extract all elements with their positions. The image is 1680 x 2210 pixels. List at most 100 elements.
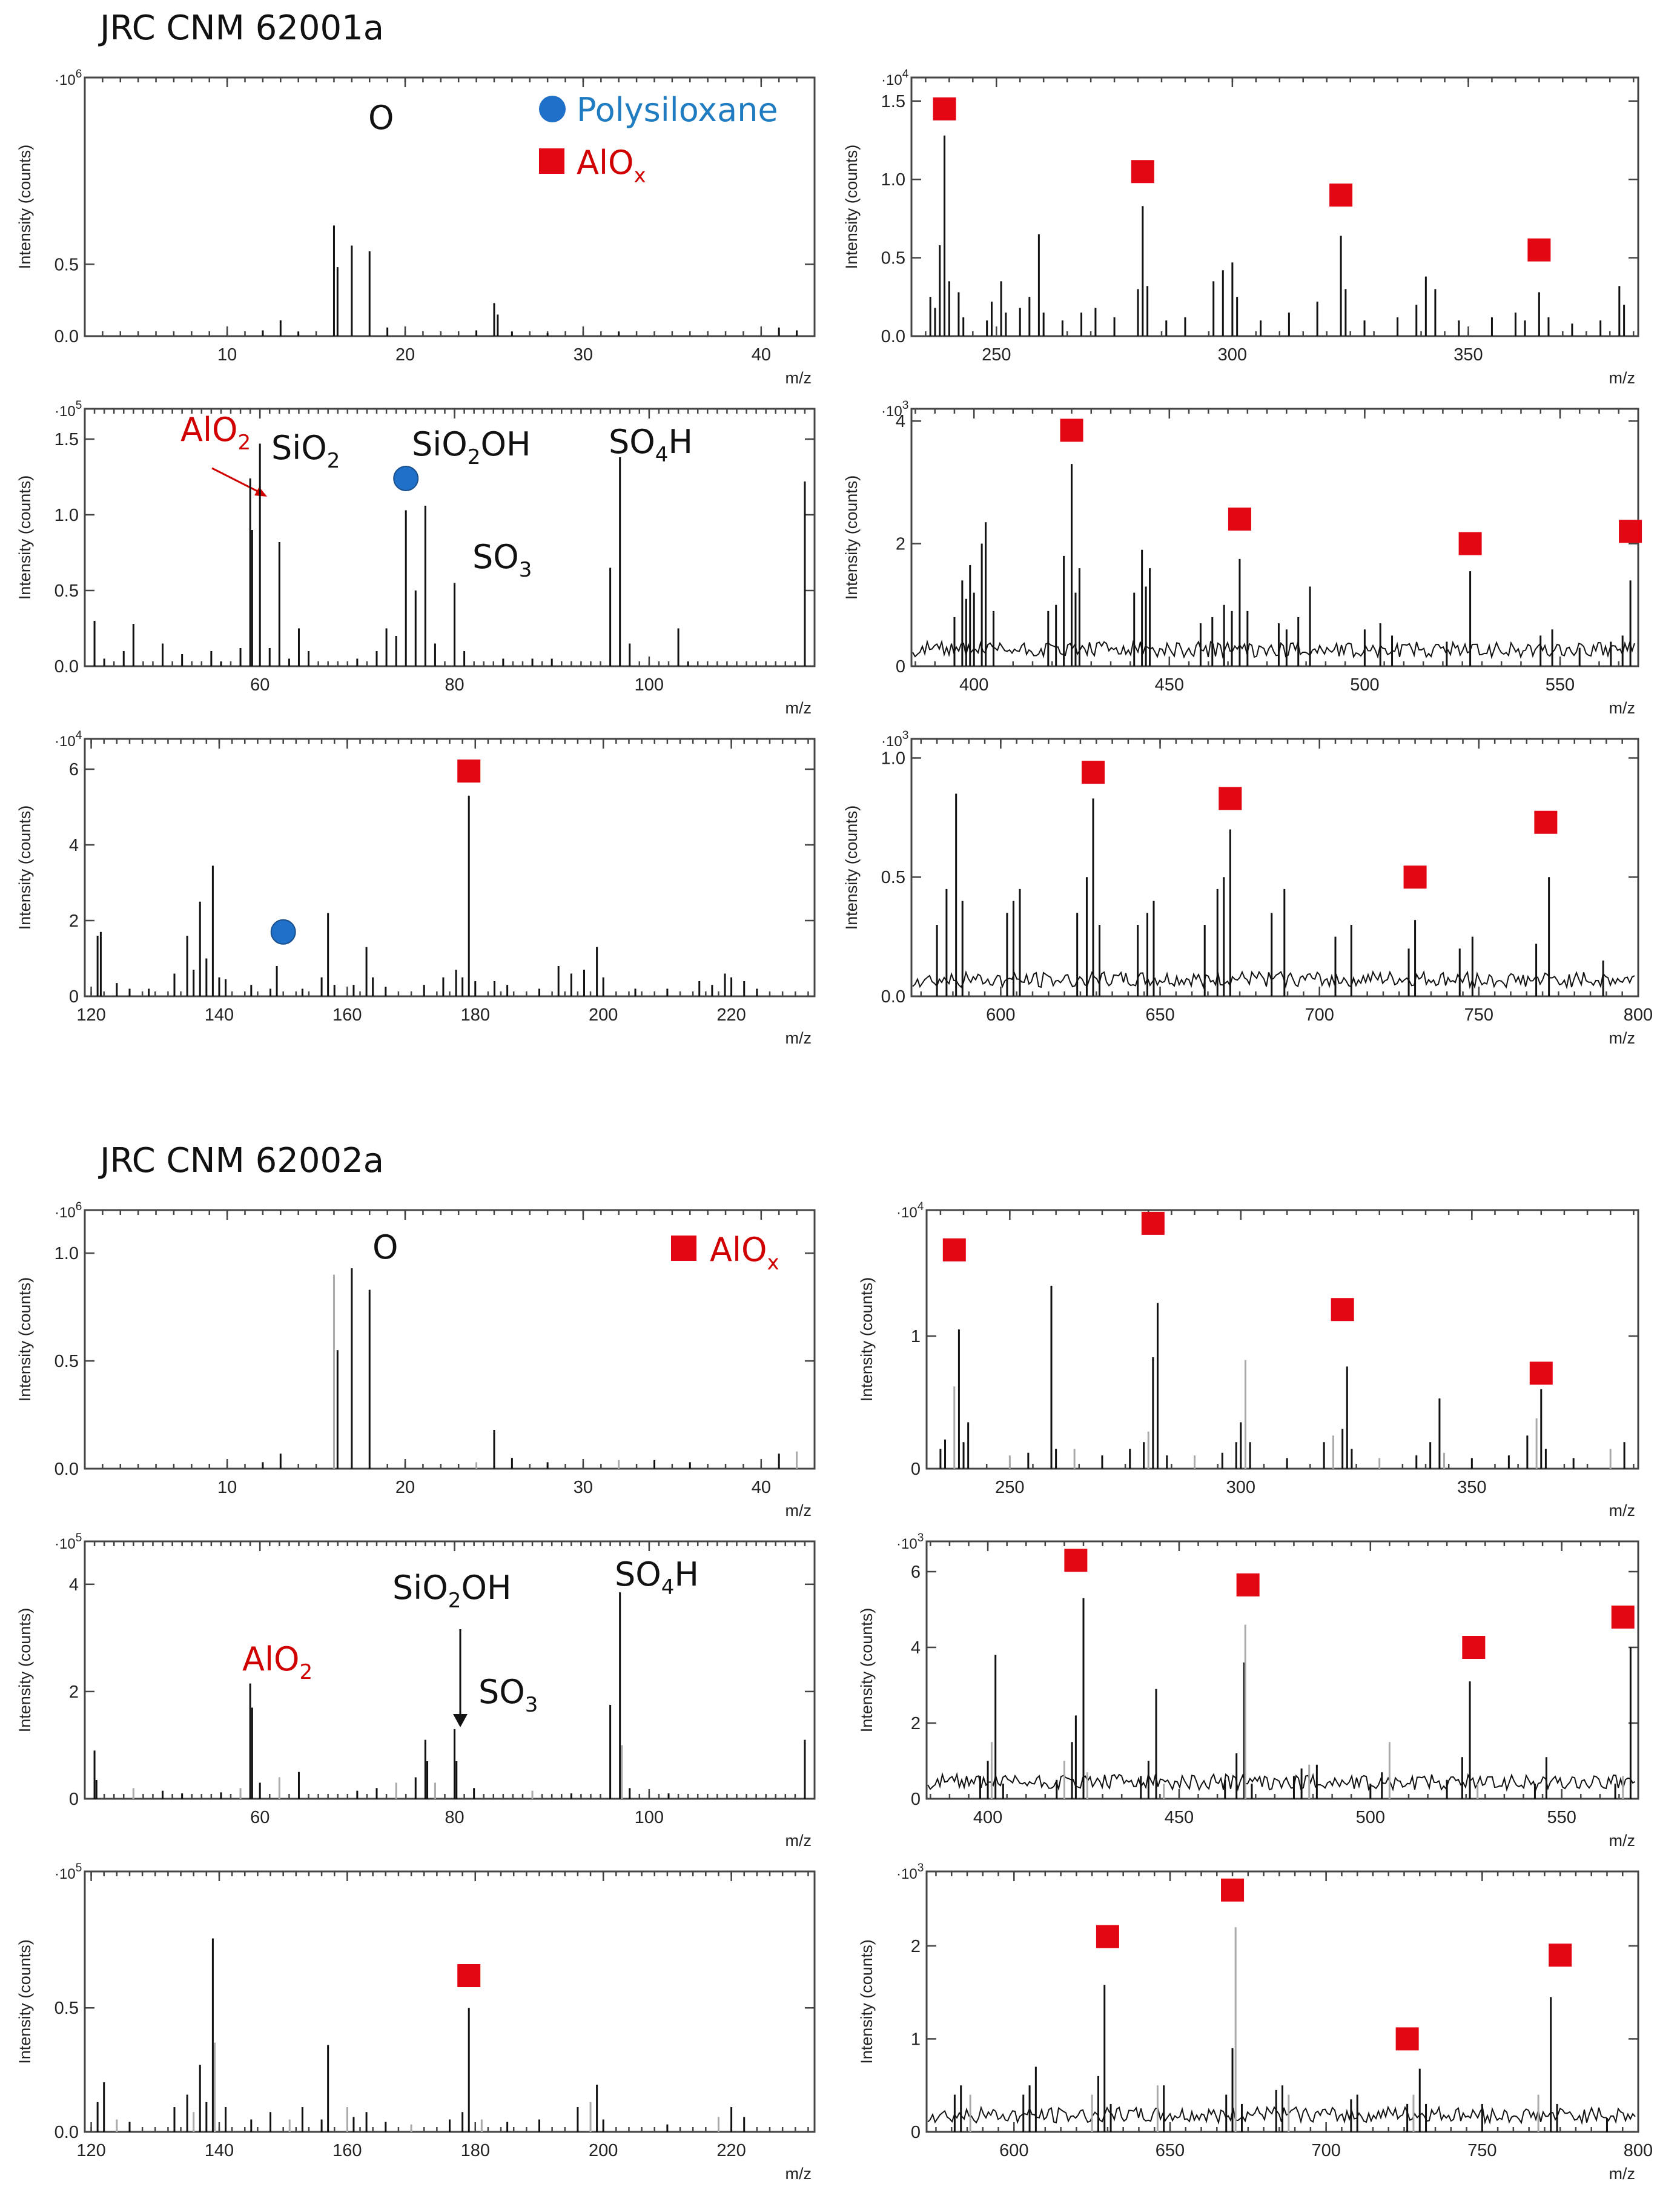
alox-square-marker [1219,787,1242,810]
x-tick-label: 300 [1218,345,1247,365]
y-tick-label: 0 [911,1790,921,1809]
y-axis-label: Intensity (counts) [16,1277,34,1402]
x-tick-label: 300 [1226,1478,1255,1497]
y-axis-label: Intensity (counts) [842,145,861,270]
y-tick-label: 0.0 [55,2123,79,2142]
alox-square-marker [1228,508,1251,531]
x-tick-label: 30 [574,345,593,365]
y-axis-label: Intensity (counts) [858,1939,876,2064]
legend-polysiloxane-label: Polysiloxane [577,91,778,129]
x-tick-label: 160 [332,1005,362,1025]
chart-b6: 600 650 700 750 800 0 1 2 ·103 Intensity (counts)… [858,1862,1653,2183]
x-tick-label: 450 [1155,675,1184,695]
y-tick-label: 2 [896,535,905,554]
alox-square-marker [1529,1361,1553,1385]
x-tick-label: 750 [1464,1005,1493,1025]
alox-square-marker [1527,238,1551,262]
baseline-noise [927,1772,1636,1792]
ann-o-2: O [372,1228,399,1266]
chart-b1: 10 20 30 40 0.0 0.5 1.0 ·106 Intensity (counts) m… [16,1200,816,1520]
y-axis-label: Intensity (counts) [842,806,861,930]
y-axis-label: Intensity (counts) [16,1608,34,1733]
x-tick-label: 650 [1156,2141,1185,2160]
x-tick-label: 40 [752,1478,771,1497]
x-tick-label: 650 [1145,1005,1174,1025]
y-tick-label: 0.0 [55,327,79,346]
x-axis-label: m/z [1609,2165,1636,2183]
legend2-aloxx-sub: x [767,1251,779,1275]
legend-aloxx-sub: x [633,164,646,188]
alox-square-marker [1141,1211,1165,1235]
x-tick-label: 700 [1311,2141,1340,2160]
y-tick-label: 0 [911,1460,921,1479]
legend-square-marker [539,148,564,174]
y-multiplier: ·104 [896,1200,924,1221]
ann-so3-1: SO3 [472,538,532,582]
y-tick-label: 0.0 [881,327,905,346]
x-tick-label: 500 [1356,1808,1385,1827]
ann-o-1: O [368,99,394,137]
y-multiplier: ·103 [881,729,908,750]
x-tick-label: 40 [752,345,771,365]
y-axis-label: Intensity (counts) [16,475,34,600]
x-tick-label: 250 [982,345,1011,365]
section-title-62001a: JRC CNM 62001a [98,8,384,48]
alo2-arrow-1 [211,467,263,495]
y-tick-label: 0.5 [55,255,79,274]
y-tick-label: 2 [911,1937,921,1956]
y-axis-label: Intensity (counts) [16,806,34,930]
y-tick-label: 0 [69,987,79,1007]
y-tick-label: 0.5 [881,868,905,887]
x-tick-label: 800 [1624,1005,1653,1025]
y-tick-label: 0 [69,1790,79,1809]
y-multiplier: ·103 [896,1532,924,1552]
ann-so3-2: SO3 [478,1673,538,1717]
x-tick-label: 20 [395,1478,415,1497]
x-tick-label: 250 [995,1478,1024,1497]
y-axis-label: Intensity (counts) [858,1608,876,1733]
y-multiplier: ·106 [55,1200,82,1221]
x-tick-label: 400 [973,1808,1002,1827]
legend2-square-marker [671,1236,696,1261]
plot-frame [84,408,816,667]
x-tick-label: 600 [999,2141,1028,2160]
x-tick-label: 220 [716,1005,746,1025]
alox-square-marker [1096,1925,1119,1948]
legend-circle-marker [539,96,566,122]
y-tick-label: 1.5 [55,430,79,449]
alox-square-marker [933,97,956,121]
chart-b2: 250 300 350 0 1 ·104 Intensity (counts) m/z [858,1200,1639,1520]
chart-a2: 250 300 350 0.0 0.5 1.0 1.5 ·104 Intensity (coun… [842,68,1639,387]
plot-frame [84,1870,816,2133]
x-tick-label: 140 [205,1005,234,1025]
plot-frame [910,76,1639,337]
x-tick-label: 350 [1457,1478,1486,1497]
y-tick-label: 2 [69,1682,79,1702]
x-tick-label: 180 [461,1005,490,1025]
x-tick-label: 10 [217,345,237,365]
baseline-noise [912,639,1635,660]
x-tick-label: 600 [986,1005,1015,1025]
x-tick-label: 80 [445,675,464,695]
x-tick-label: 140 [205,2141,234,2160]
y-tick-label: 0.5 [881,249,905,268]
x-tick-label: 80 [445,1808,464,1827]
chart-b5: 120 140 160 180 200 220 0.0 0.5 ·105 Intensity (c… [16,1862,816,2183]
x-tick-label: 200 [589,1005,618,1025]
chart-b4: 400 450 500 550 0 2 4 6 ·103 Intensity (counts) m/… [858,1532,1639,1850]
plot-frame [925,1540,1639,1800]
chart-a3: 60 80 100 0.0 0.5 1.0 1.5 ·105 Intensity (counts… [16,399,816,717]
y-axis-label: Intensity (counts) [858,1277,876,1402]
x-tick-label: 120 [76,2141,105,2160]
y-tick-label: 0.5 [55,581,79,601]
plot-frame [910,408,1639,667]
y-tick-label: 1.0 [881,749,905,768]
x-tick-label: 60 [250,1808,270,1827]
alox-square-marker [1611,1606,1635,1629]
y-tick-label: 4 [69,1575,79,1595]
legend2-aloxx-main: AlO [710,1231,767,1269]
y-multiplier: ·105 [55,399,82,420]
y-tick-label: 4 [911,1638,921,1658]
